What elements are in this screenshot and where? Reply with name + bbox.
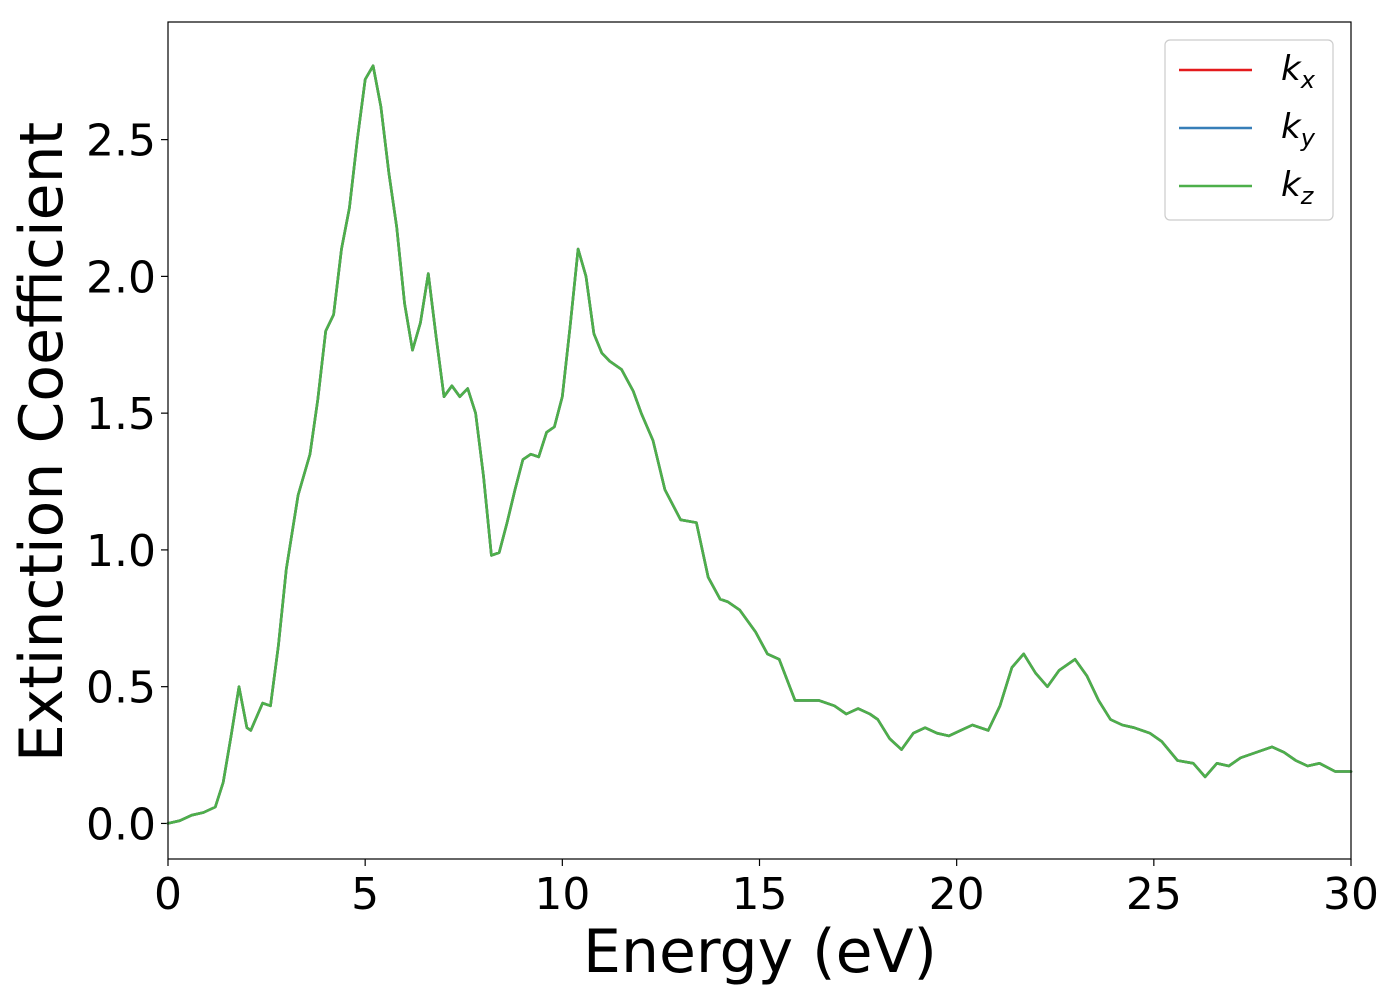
- y-tick-label: 0.0: [86, 799, 156, 850]
- legend-label-k-y: ky: [1281, 107, 1316, 152]
- legend: kx ky kz: [1164, 39, 1334, 221]
- x-tick-label: 10: [534, 869, 590, 920]
- x-tick-label: 0: [154, 869, 182, 920]
- tick-marks: 0 5 10 15 20 25 30 0.0 0.5 1.0 1.5 2.0 2.5: [86, 116, 1379, 920]
- x-tick-label: 30: [1323, 869, 1379, 920]
- plot-frame: [167, 21, 1352, 860]
- legend-label-k-z: kz: [1281, 165, 1315, 210]
- y-tick-label: 2.0: [86, 252, 156, 303]
- series-line-k-z: [166, 64, 1353, 825]
- y-axis-title: Extinction Coefficient: [7, 122, 77, 762]
- x-tick-label: 20: [929, 869, 985, 920]
- y-tick-label: 1.0: [86, 526, 156, 577]
- series-lines: [166, 64, 1353, 825]
- legend-box: [1164, 39, 1334, 221]
- x-tick-label: 25: [1126, 869, 1182, 920]
- y-tick-label: 1.5: [86, 389, 156, 440]
- y-tick-label: 2.5: [86, 116, 156, 167]
- x-axis-title: Energy (eV): [583, 917, 937, 987]
- x-tick-label: 15: [732, 869, 788, 920]
- legend-label-k-x: kx: [1281, 49, 1316, 94]
- x-tick-label: 5: [351, 869, 379, 920]
- y-tick-label: 0.5: [86, 663, 156, 714]
